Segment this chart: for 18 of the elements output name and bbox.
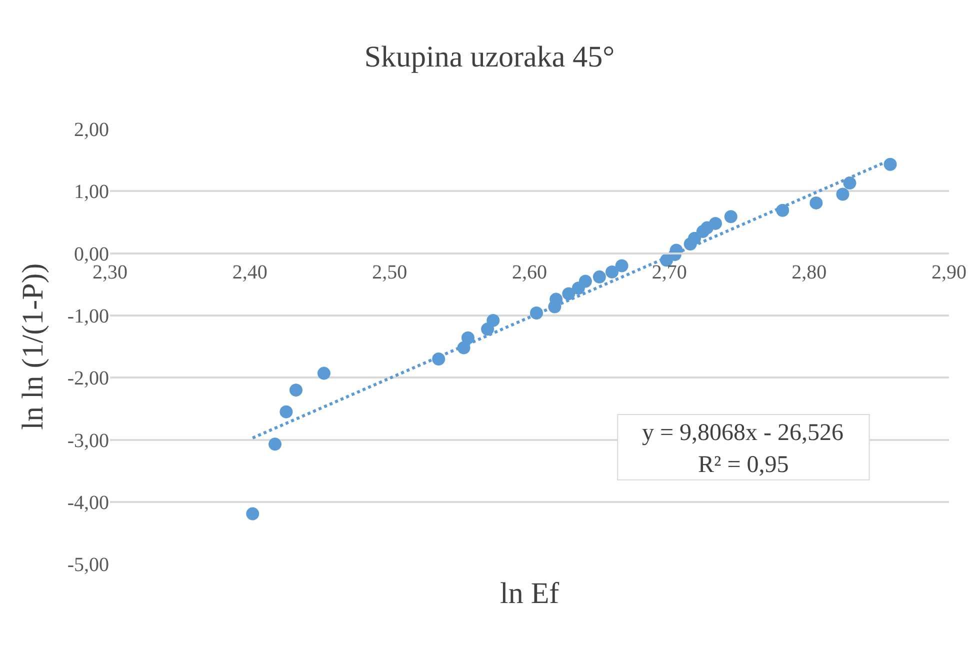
x-tick-label: 2,80	[792, 261, 827, 284]
y-axis-title: ln ln (1/(1-P))	[16, 263, 50, 430]
y-tick-label: 1,00	[74, 181, 109, 204]
y-tick-label: -5,00	[67, 554, 109, 576]
y-tick-label: -2,00	[67, 368, 109, 390]
x-tick-label: 2,40	[232, 261, 268, 284]
x-tick-label: 2,50	[372, 261, 408, 284]
y-tick-label: -1,00	[67, 305, 109, 328]
x-tick-label: 2,60	[512, 261, 547, 284]
x-axis-title: ln Ef	[500, 577, 560, 610]
annotation: y = 9,8068x - 26,526	[642, 420, 844, 446]
x-tick-label: 2,70	[652, 261, 687, 284]
y-tick-label: 2,00	[74, 118, 109, 141]
chart-title: Skupina uzoraka 45°	[364, 40, 615, 74]
y-tick-label: -3,00	[67, 430, 109, 452]
annotation: R² = 0,95	[698, 452, 789, 478]
x-tick-label: 2,90	[932, 261, 966, 284]
y-tick-label: -4,00	[67, 492, 109, 514]
